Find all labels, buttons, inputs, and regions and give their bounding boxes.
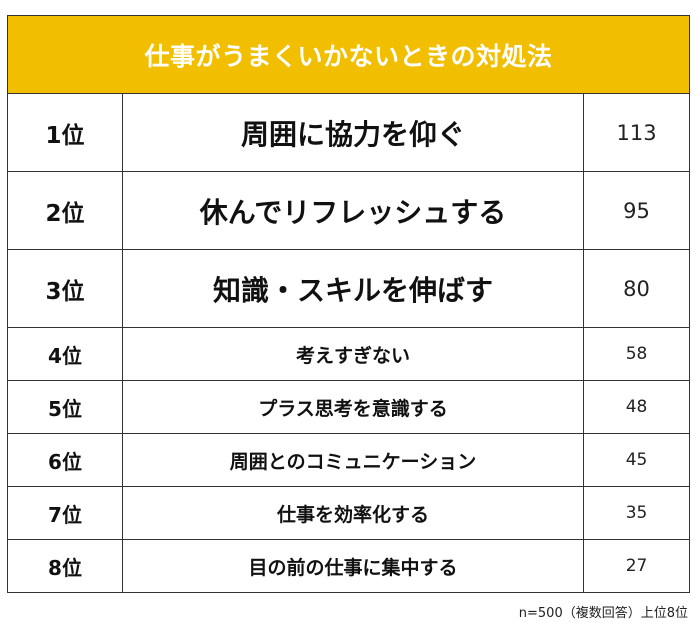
item-cell: 考えすぎない [122,327,584,381]
rank-cell: 2位 [7,171,123,250]
rank-cell: 4位 [7,327,123,381]
item-cell: 知識・スキルを伸ばす [122,249,584,328]
value-cell: 80 [582,249,691,328]
table-row: 2位 休んでリフレッシュする 95 [7,171,691,250]
table-row: 3位 知識・スキルを伸ばす 80 [7,249,691,328]
rank-cell: 7位 [7,486,123,540]
table-title: 仕事がうまくいかないときの対処法 [6,15,691,94]
value-cell: 45 [582,433,691,487]
item-cell: プラス思考を意識する [122,380,584,434]
rank-cell: 8位 [7,539,123,593]
footnote: n=500（複数回答）上位8位 [518,606,688,621]
table-row: 6位 周囲とのコミュニケーション 45 [7,433,691,487]
item-cell: 仕事を効率化する [122,486,584,540]
ranking-table: 仕事がうまくいかないときの対処法 1位 周囲に協力を仰ぐ 113 2位 休んでリフレッシ… [6,15,691,593]
item-cell: 目の前の仕事に集中する [122,539,584,593]
rank-cell: 1位 [7,93,123,172]
rank-cell: 6位 [7,433,123,487]
value-cell: 48 [582,380,691,434]
item-cell: 周囲とのコミュニケーション [122,433,584,487]
item-cell: 周囲に協力を仰ぐ [122,93,584,172]
value-cell: 35 [582,486,691,540]
item-cell: 休んでリフレッシュする [122,171,584,250]
value-cell: 95 [582,171,691,250]
table-row: 7位 仕事を効率化する 35 [7,486,691,540]
value-cell: 27 [582,539,691,593]
table-row: 8位 目の前の仕事に集中する 27 [7,539,691,593]
value-cell: 113 [582,93,691,172]
value-cell: 58 [582,327,691,381]
table-row: 5位 プラス思考を意識する 48 [7,380,691,434]
table-row: 1位 周囲に協力を仰ぐ 113 [7,93,691,172]
rank-cell: 5位 [7,380,123,434]
rank-cell: 3位 [7,249,123,328]
table-row: 4位 考えすぎない 58 [7,327,691,381]
